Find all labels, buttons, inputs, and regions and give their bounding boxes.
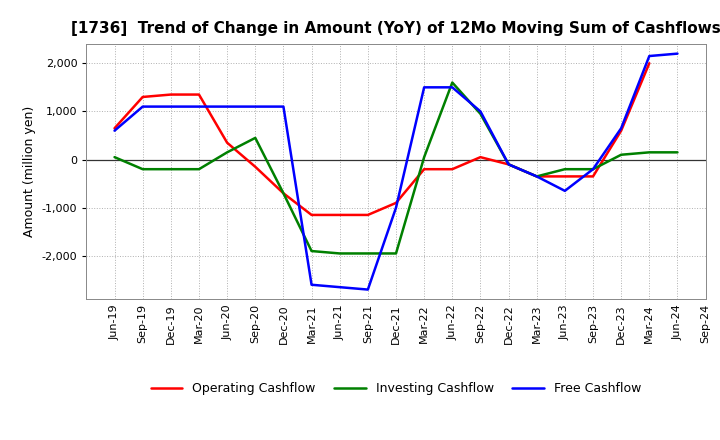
Investing Cashflow [194, 167, 203, 172]
Free Cashflow [138, 104, 147, 109]
Line: Investing Cashflow: Investing Cashflow [114, 83, 678, 253]
Free Cashflow [336, 285, 344, 290]
Investing Cashflow [392, 251, 400, 256]
Operating Cashflow [392, 200, 400, 205]
Operating Cashflow [251, 164, 260, 169]
Investing Cashflow [561, 167, 570, 172]
Free Cashflow [504, 162, 513, 167]
Operating Cashflow [645, 61, 654, 66]
Free Cashflow [392, 205, 400, 210]
Operating Cashflow [336, 212, 344, 217]
Investing Cashflow [673, 150, 682, 155]
Free Cashflow [645, 53, 654, 59]
Free Cashflow [279, 104, 288, 109]
Investing Cashflow [307, 249, 316, 254]
Operating Cashflow [138, 94, 147, 99]
Operating Cashflow [504, 162, 513, 167]
Free Cashflow [166, 104, 175, 109]
Investing Cashflow [110, 154, 119, 160]
Investing Cashflow [336, 251, 344, 256]
Free Cashflow [673, 51, 682, 56]
Investing Cashflow [420, 154, 428, 160]
Free Cashflow [110, 128, 119, 133]
Free Cashflow [364, 287, 372, 292]
Investing Cashflow [364, 251, 372, 256]
Operating Cashflow [532, 174, 541, 179]
Free Cashflow [222, 104, 231, 109]
Free Cashflow [589, 167, 598, 172]
Operating Cashflow [166, 92, 175, 97]
Operating Cashflow [617, 128, 626, 133]
Free Cashflow [420, 84, 428, 90]
Free Cashflow [617, 126, 626, 131]
Free Cashflow [251, 104, 260, 109]
Investing Cashflow [476, 111, 485, 117]
Line: Free Cashflow: Free Cashflow [114, 54, 678, 290]
Free Cashflow [476, 109, 485, 114]
Investing Cashflow [251, 135, 260, 140]
Y-axis label: Amount (million yen): Amount (million yen) [23, 106, 36, 237]
Investing Cashflow [138, 167, 147, 172]
Free Cashflow [448, 84, 456, 90]
Free Cashflow [561, 188, 570, 194]
Operating Cashflow [110, 126, 119, 131]
Operating Cashflow [194, 92, 203, 97]
Operating Cashflow [222, 140, 231, 145]
Investing Cashflow [617, 152, 626, 158]
Line: Operating Cashflow: Operating Cashflow [114, 63, 649, 215]
Investing Cashflow [279, 191, 288, 196]
Investing Cashflow [222, 150, 231, 155]
Operating Cashflow [476, 154, 485, 160]
Investing Cashflow [504, 162, 513, 167]
Free Cashflow [194, 104, 203, 109]
Operating Cashflow [307, 212, 316, 217]
Operating Cashflow [448, 167, 456, 172]
Operating Cashflow [279, 191, 288, 196]
Free Cashflow [307, 282, 316, 287]
Investing Cashflow [166, 167, 175, 172]
Title: [1736]  Trend of Change in Amount (YoY) of 12Mo Moving Sum of Cashflows: [1736] Trend of Change in Amount (YoY) o… [71, 21, 720, 36]
Investing Cashflow [645, 150, 654, 155]
Operating Cashflow [589, 174, 598, 179]
Investing Cashflow [532, 174, 541, 179]
Operating Cashflow [420, 167, 428, 172]
Operating Cashflow [364, 212, 372, 217]
Legend: Operating Cashflow, Investing Cashflow, Free Cashflow: Operating Cashflow, Investing Cashflow, … [146, 377, 646, 400]
Investing Cashflow [589, 167, 598, 172]
Investing Cashflow [448, 80, 456, 85]
Free Cashflow [532, 174, 541, 179]
Operating Cashflow [561, 174, 570, 179]
